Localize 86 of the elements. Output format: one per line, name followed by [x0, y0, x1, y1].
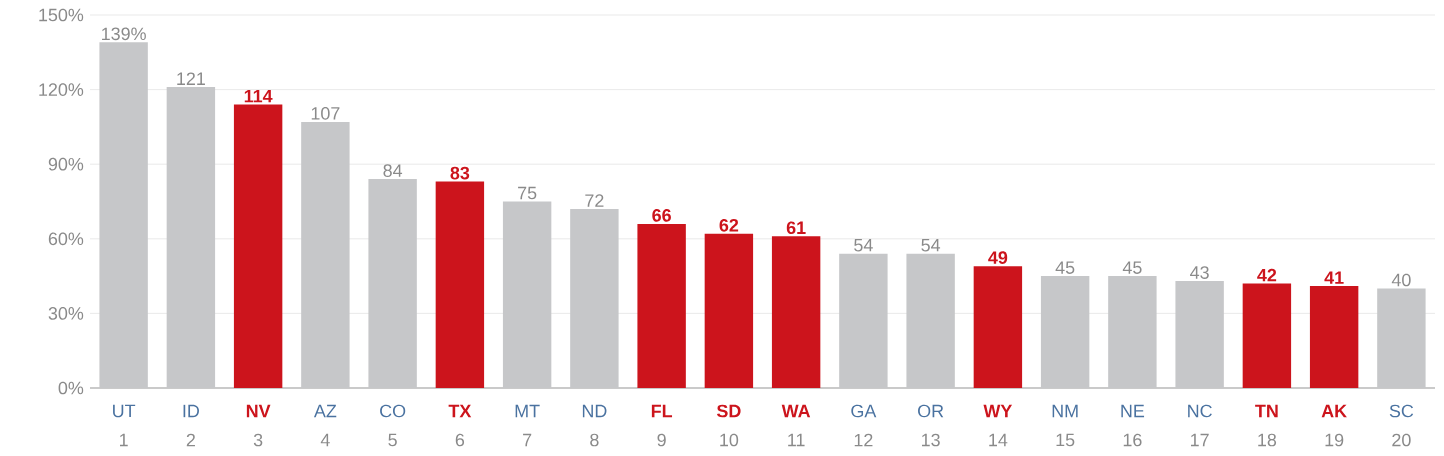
bar	[771, 236, 821, 388]
data-label: 40	[1391, 273, 1411, 287]
text: 13	[922, 433, 940, 447]
x-tick-label: AK	[1321, 404, 1347, 418]
x-tick-label: TN	[1255, 404, 1278, 418]
bar	[1040, 276, 1090, 388]
x-tick-label: TX	[448, 404, 472, 418]
bar	[1108, 276, 1157, 388]
text: 12	[854, 433, 873, 447]
bar	[502, 201, 552, 388]
bar	[570, 208, 619, 388]
y-tick-label: 30%	[48, 307, 84, 320]
x-tick-label: NM	[1052, 404, 1078, 418]
x-tick-label: MT	[515, 404, 540, 418]
y-tick-label: 90%	[48, 157, 84, 171]
bar	[99, 42, 148, 388]
data-label: 114	[244, 89, 273, 103]
data-label: 62	[719, 218, 739, 232]
x-tick-label: AZ	[313, 404, 337, 418]
data-label: 72	[585, 194, 604, 207]
data-label: 45	[1122, 261, 1142, 274]
text: 10	[720, 433, 739, 447]
x-tick-label: UT	[113, 404, 136, 418]
bar	[1309, 286, 1359, 388]
data-label: 84	[383, 164, 403, 177]
x-tick-label: SD	[716, 404, 741, 418]
x-tick-label: CO	[380, 404, 406, 418]
bar	[1242, 283, 1292, 388]
data-label: 45	[1055, 261, 1075, 274]
text: 5	[388, 433, 397, 447]
text: 7	[523, 433, 532, 447]
x-tick-label: GA	[851, 404, 877, 418]
text: 6	[455, 433, 465, 447]
data-label: 54	[921, 239, 941, 252]
data-label: 43	[1190, 266, 1209, 279]
text: 16	[1123, 433, 1142, 447]
x-tick-label: ND	[582, 404, 607, 418]
text: 20	[1392, 433, 1411, 447]
text: 1	[120, 433, 128, 447]
y-tick-label: 0%	[58, 381, 84, 395]
text: 17	[1191, 433, 1209, 447]
data-label: 75	[518, 186, 537, 200]
text: 2	[186, 433, 195, 447]
data-label: 139%	[102, 27, 146, 41]
data-label: 42	[1257, 268, 1277, 282]
data-label: 41	[1324, 271, 1344, 284]
x-tick-label: WA	[781, 404, 811, 418]
data-label: 49	[988, 251, 1008, 264]
data-label: 61	[786, 221, 806, 235]
x-tick-label: OR	[918, 404, 944, 418]
bar	[233, 104, 283, 388]
y-tick-label: 150%	[39, 8, 84, 22]
text: 19	[1325, 433, 1344, 447]
text: 3	[253, 433, 263, 447]
x-tick-label: NE	[1121, 404, 1145, 418]
bar	[973, 266, 1023, 388]
bar	[435, 181, 485, 388]
text: 14	[989, 433, 1008, 447]
x-tick-label: NC	[1188, 404, 1212, 418]
bar	[368, 179, 417, 388]
x-tick-label: SC	[1389, 404, 1414, 418]
text: 18	[1258, 433, 1277, 447]
bar	[1377, 288, 1426, 388]
x-tick-label: FL	[651, 404, 673, 418]
bar	[704, 233, 754, 388]
text: 15	[1056, 433, 1075, 447]
bar	[839, 253, 888, 388]
text: 8	[590, 433, 599, 447]
bar	[166, 87, 216, 388]
data-label: 83	[450, 166, 470, 180]
x-tick-label: NV	[246, 404, 271, 418]
data-label: 107	[311, 107, 340, 120]
data-label: 54	[854, 239, 873, 252]
x-tick-label: WY	[983, 404, 1013, 418]
data-label: 121	[177, 72, 205, 85]
y-tick-label: 60%	[48, 232, 84, 246]
text: 11	[788, 433, 805, 447]
bar	[906, 253, 955, 388]
text: 4	[320, 433, 330, 447]
bar	[637, 223, 686, 388]
data-label: 66	[652, 208, 671, 222]
text: 9	[657, 433, 666, 447]
x-tick-label: ID	[183, 404, 199, 418]
bar	[1175, 281, 1224, 388]
bar	[301, 121, 350, 388]
y-tick-label: 120%	[39, 83, 84, 96]
